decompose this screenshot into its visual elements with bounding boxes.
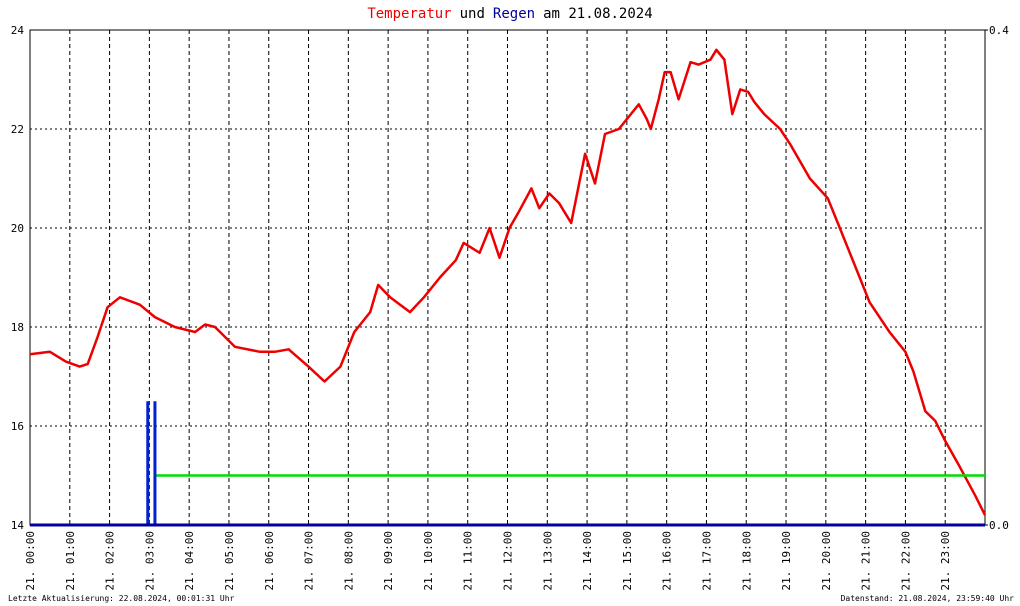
x-tick-label: 21. 05:00 — [223, 531, 236, 591]
chart-title: Temperatur und Regen am 21.08.2024 — [367, 6, 652, 22]
x-tick-label: 21. 07:00 — [303, 531, 316, 591]
x-tick-label: 21. 15:00 — [621, 531, 634, 591]
x-tick-label: 21. 22:00 — [899, 531, 912, 591]
y-tick-label: 24 — [11, 24, 25, 37]
y-tick-label: 22 — [11, 123, 24, 136]
x-tick-label: 21. 13:00 — [541, 531, 554, 591]
x-tick-label: 21. 19:00 — [780, 531, 793, 591]
x-tick-label: 21. 04:00 — [183, 531, 196, 591]
series-line — [29, 48, 987, 516]
y2-tick-label: 0.0 — [989, 519, 1009, 532]
x-tick-label: 21. 16:00 — [661, 531, 674, 591]
title-part: und — [460, 6, 485, 22]
title-part: Temperatur — [367, 6, 451, 22]
x-tick-label: 21. 02:00 — [104, 531, 117, 591]
footer-left: Letzte Aktualisierung: 22.08.2024, 00:01… — [8, 594, 235, 603]
x-tick-label: 21. 03:00 — [143, 531, 156, 591]
x-tick-label: 21. 00:00 — [24, 531, 37, 591]
x-tick-label: 21. 18:00 — [740, 531, 753, 591]
y-tick-label: 18 — [11, 321, 24, 334]
x-tick-label: 21. 23:00 — [939, 531, 952, 591]
x-tick-label: 21. 11:00 — [462, 531, 475, 591]
y-tick-label: 16 — [11, 420, 24, 433]
footer-right: Datenstand: 21.08.2024, 23:59:40 Uhr — [841, 594, 1015, 603]
x-tick-label: 21. 06:00 — [263, 531, 276, 591]
x-tick-label: 21. 01:00 — [64, 531, 77, 591]
y-tick-label: 14 — [11, 519, 25, 532]
title-part: Regen — [493, 6, 535, 22]
x-tick-label: 21. 17:00 — [700, 531, 713, 591]
x-tick-label: 21. 21:00 — [860, 531, 873, 591]
x-tick-label: 21. 10:00 — [422, 531, 435, 591]
title-part: am 21.08.2024 — [543, 6, 653, 22]
x-tick-label: 21. 14:00 — [581, 531, 594, 591]
x-tick-label: 21. 20:00 — [820, 531, 833, 591]
y2-tick-label: 0.4 — [989, 24, 1009, 37]
y-tick-label: 20 — [11, 222, 24, 235]
x-tick-label: 21. 09:00 — [382, 531, 395, 591]
x-tick-label: 21. 08:00 — [342, 531, 355, 591]
x-tick-label: 21. 12:00 — [502, 531, 515, 591]
